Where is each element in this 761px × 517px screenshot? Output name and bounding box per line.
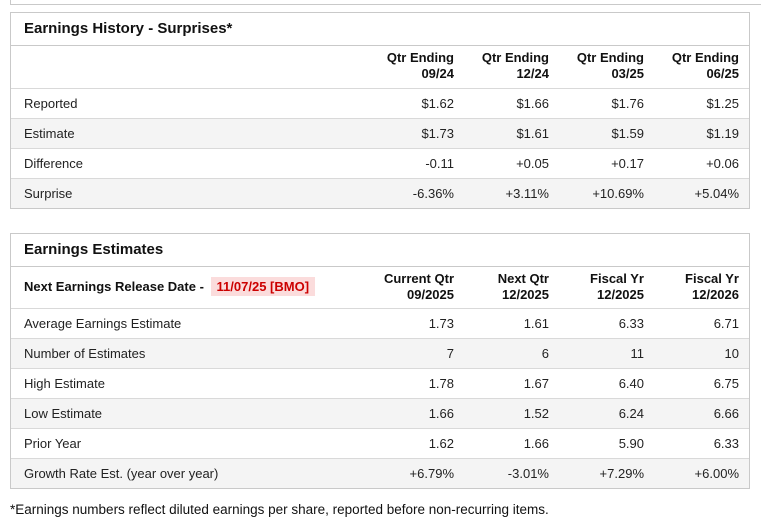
cell-value: 1.66 [464, 428, 559, 459]
next-earnings-release: Next Earnings Release Date - 11/07/25 [B… [11, 267, 369, 309]
cell-value: $1.66 [464, 87, 559, 118]
table-row: Reported $1.62 $1.66 $1.76 $1.25 [11, 87, 749, 118]
cell-value: 1.61 [464, 308, 559, 339]
row-label: Growth Rate Est. (year over year) [11, 458, 369, 488]
history-col-header: Qtr Ending 12/24 [481, 50, 549, 82]
row-label: Surprise [11, 177, 369, 208]
row-label: High Estimate [11, 368, 369, 399]
cell-value: +5.04% [654, 177, 749, 208]
row-label: Average Earnings Estimate [11, 308, 369, 339]
earnings-estimates-title: Earnings Estimates [11, 234, 749, 267]
cell-value: -0.11 [369, 147, 464, 178]
cell-value: +0.05 [464, 147, 559, 178]
table-row: Growth Rate Est. (year over year) +6.79%… [11, 458, 749, 488]
cell-value: $1.76 [559, 87, 654, 118]
row-label: Prior Year [11, 428, 369, 459]
cell-value: 5.90 [559, 428, 654, 459]
history-col-header: Qtr Ending 03/25 [576, 50, 644, 82]
cell-value: 6.75 [654, 368, 749, 399]
table-row: Estimate $1.73 $1.61 $1.59 $1.19 [11, 117, 749, 148]
cell-value: 10 [654, 338, 749, 369]
cell-value: 1.78 [369, 368, 464, 399]
row-label: Estimate [11, 117, 369, 148]
cell-value: $1.61 [464, 117, 559, 148]
cell-value: +0.17 [559, 147, 654, 178]
cell-value: +6.00% [654, 458, 749, 488]
cell-value: $1.25 [654, 87, 749, 118]
cell-value: 11 [559, 338, 654, 369]
cell-value: 1.52 [464, 398, 559, 429]
table-row: Surprise -6.36% +3.11% +10.69% +5.04% [11, 177, 749, 208]
row-label: Difference [11, 147, 369, 178]
cell-value: 6.24 [559, 398, 654, 429]
cell-value: 6.66 [654, 398, 749, 429]
table-row: High Estimate 1.78 1.67 6.40 6.75 [11, 368, 749, 399]
cell-value: +10.69% [559, 177, 654, 208]
cell-value: 6.33 [654, 428, 749, 459]
table-row: Average Earnings Estimate 1.73 1.61 6.33… [11, 308, 749, 339]
cell-value: 1.67 [464, 368, 559, 399]
cell-value: +0.06 [654, 147, 749, 178]
row-label: Reported [11, 87, 369, 118]
estimates-header-row: Next Earnings Release Date - 11/07/25 [B… [11, 267, 749, 309]
cell-value: 7 [369, 338, 464, 369]
table-row: Low Estimate 1.66 1.52 6.24 6.66 [11, 398, 749, 429]
cell-value: 1.73 [369, 308, 464, 339]
release-date-label: Next Earnings Release Date - [24, 278, 208, 294]
earnings-estimates-panel: Earnings Estimates Next Earnings Release… [10, 232, 750, 489]
cell-value: 6 [464, 338, 559, 369]
earnings-history-panel: Earnings History - Surprises* Qtr Ending… [10, 12, 750, 209]
cell-value: -6.36% [369, 177, 464, 208]
cell-value: 6.71 [654, 308, 749, 339]
cell-value: -3.01% [464, 458, 559, 488]
estimates-col-header: Next Qtr 12/2025 [497, 270, 549, 302]
cell-value: +3.11% [464, 177, 559, 208]
cell-value: $1.59 [559, 117, 654, 148]
history-col-header: Qtr Ending 06/25 [671, 50, 739, 82]
previous-section-bottom-edge [10, 0, 761, 5]
row-label: Low Estimate [11, 398, 369, 429]
release-date-value: 11/07/25 [BMO] [210, 276, 316, 296]
history-header-empty [11, 46, 369, 88]
earnings-footnote: *Earnings numbers reflect diluted earnin… [10, 502, 549, 517]
estimates-col-header: Current Qtr 09/2025 [383, 270, 454, 302]
cell-value: $1.62 [369, 87, 464, 118]
earnings-estimates-table: Next Earnings Release Date - 11/07/25 [B… [11, 267, 749, 488]
earnings-history-title: Earnings History - Surprises* [11, 13, 749, 46]
cell-value: 6.40 [559, 368, 654, 399]
table-row: Difference -0.11 +0.05 +0.17 +0.06 [11, 147, 749, 178]
estimates-col-header: Fiscal Yr 12/2025 [590, 270, 644, 302]
table-row: Number of Estimates 7 6 11 10 [11, 338, 749, 369]
history-col-header: Qtr Ending 09/24 [386, 50, 454, 82]
cell-value: +6.79% [369, 458, 464, 488]
cell-value: +7.29% [559, 458, 654, 488]
cell-value: 6.33 [559, 308, 654, 339]
row-label: Number of Estimates [11, 338, 369, 369]
cell-value: 1.62 [369, 428, 464, 459]
estimates-col-header: Fiscal Yr 12/2026 [685, 270, 739, 302]
cell-value: $1.73 [369, 117, 464, 148]
cell-value: 1.66 [369, 398, 464, 429]
cell-value: $1.19 [654, 117, 749, 148]
earnings-history-table: Qtr Ending 09/24 Qtr Ending 12/24 Qtr En… [11, 46, 749, 208]
table-row: Prior Year 1.62 1.66 5.90 6.33 [11, 428, 749, 459]
history-header-row: Qtr Ending 09/24 Qtr Ending 12/24 Qtr En… [11, 46, 749, 88]
